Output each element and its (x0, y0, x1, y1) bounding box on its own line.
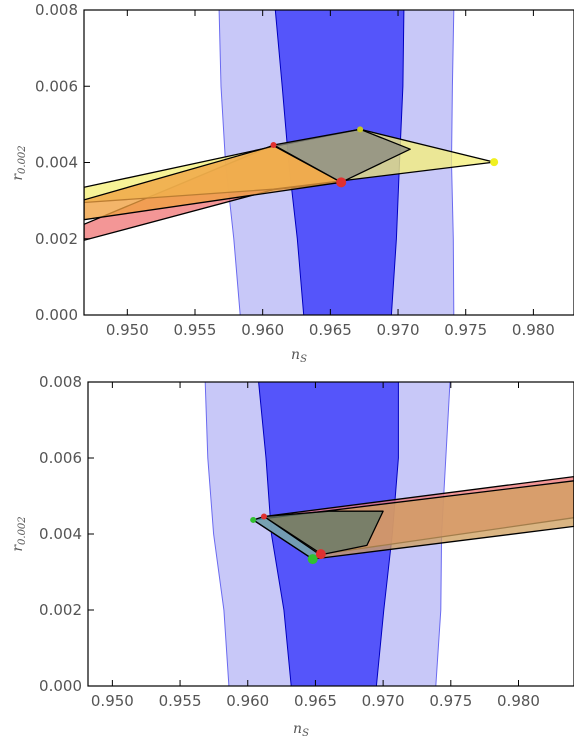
data-point-2 (336, 177, 347, 188)
region-4 (272, 128, 411, 183)
data-point-3 (307, 554, 318, 565)
data-point-2 (260, 513, 267, 520)
x-tick-label: 0.955 (159, 692, 202, 710)
plot-area (204, 382, 574, 686)
data-point-4 (490, 158, 499, 167)
x-tick-label: 0.975 (444, 321, 487, 339)
x-tick-label: 0.980 (497, 692, 540, 710)
x-axis-label: nS (293, 721, 309, 739)
x-axis-label: nS (291, 347, 307, 365)
y-tick-label: 0.004 (39, 525, 82, 543)
x-tick-label: 0.960 (241, 321, 284, 339)
data-point-3 (357, 126, 364, 133)
y-tick-label: 0.006 (39, 449, 82, 467)
y-tick-label: 0.000 (35, 306, 78, 324)
y-axis-label: r0.002 (10, 516, 28, 551)
x-tick-label: 0.980 (512, 321, 555, 339)
x-tick-label: 0.950 (91, 692, 134, 710)
x-tick-label: 0.970 (377, 321, 420, 339)
data-point-1 (250, 516, 257, 523)
y-axis-label: r0.002 (10, 145, 28, 180)
data-point-4 (315, 549, 326, 560)
x-tick-label: 0.970 (362, 692, 405, 710)
data-point-1 (270, 141, 277, 148)
x-tick-label: 0.965 (294, 692, 337, 710)
y-tick-label: 0.008 (39, 373, 82, 391)
x-tick-label: 0.965 (309, 321, 352, 339)
chart-panel-2: 0.950 0.955 0.960 0.965 0.970 0.975 0.980 0.000… (10, 373, 574, 739)
y-tick-label: 0.008 (35, 1, 78, 19)
region-3 (263, 510, 384, 556)
y-tick-label: 0.000 (39, 677, 82, 695)
y-tick-label: 0.002 (39, 601, 82, 619)
chart-panel-1: 0.950 0.955 0.960 0.965 0.970 0.975 0.980 0.000… (10, 1, 574, 365)
plot-area (84, 10, 499, 315)
x-tick-label: 0.950 (106, 321, 149, 339)
x-tick-label: 0.960 (226, 692, 269, 710)
y-tick-label: 0.004 (35, 154, 78, 172)
x-tick-label: 0.975 (429, 692, 472, 710)
x-tick-label: 0.955 (174, 321, 217, 339)
y-tick-label: 0.006 (35, 77, 78, 95)
y-tick-label: 0.002 (35, 230, 78, 248)
